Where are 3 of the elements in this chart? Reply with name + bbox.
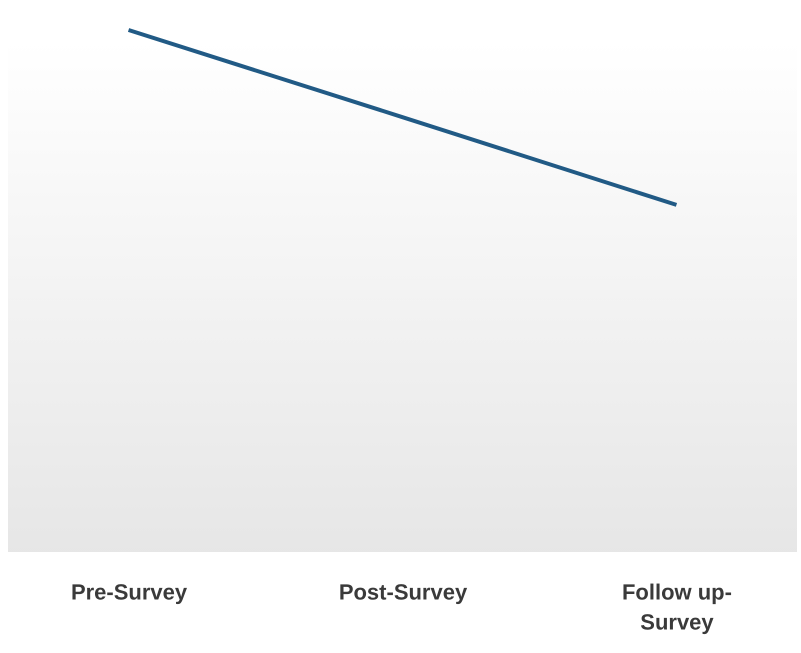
x-tick-label: Post-Survey bbox=[338, 580, 468, 604]
x-tick-label: Pre-Survey bbox=[70, 580, 188, 604]
x-tick-label: Follow up-Survey bbox=[622, 580, 732, 634]
